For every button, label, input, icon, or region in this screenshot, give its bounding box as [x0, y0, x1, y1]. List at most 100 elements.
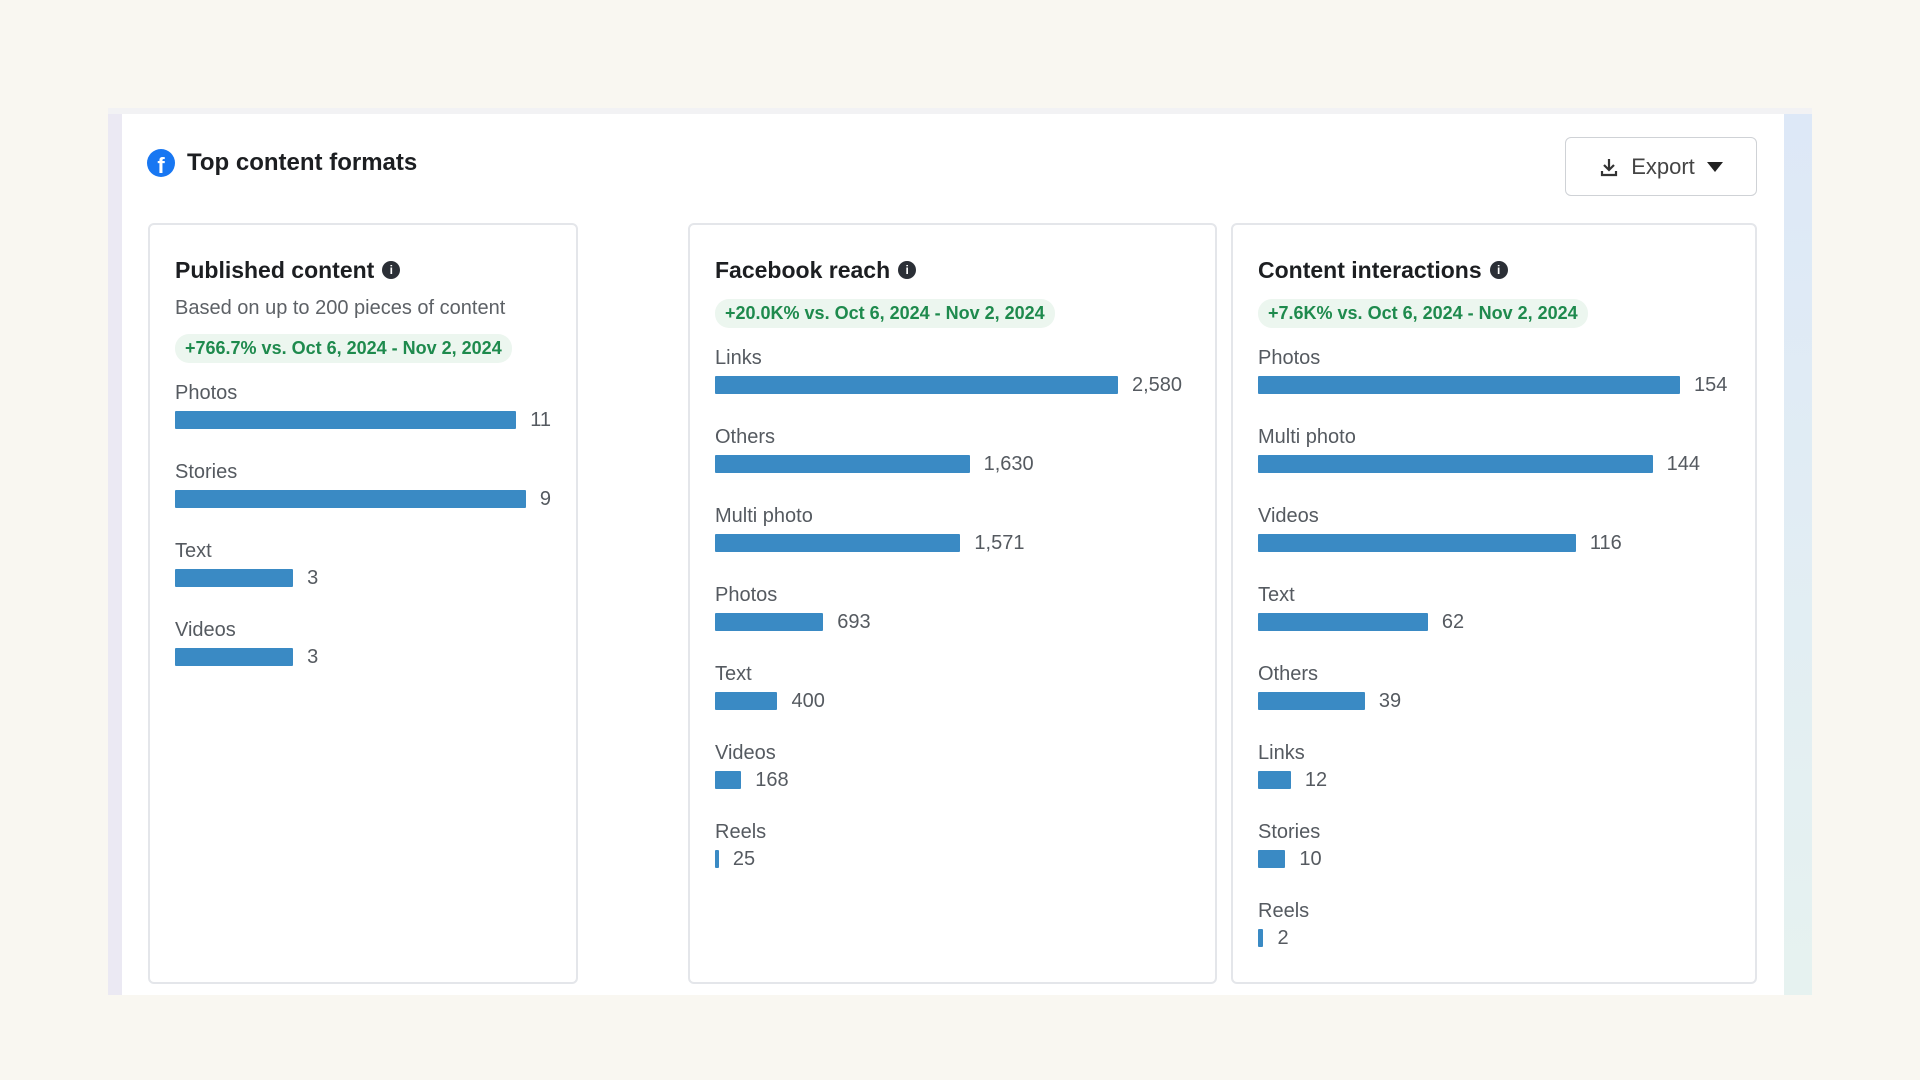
card-title: Facebook reach i [715, 255, 1190, 285]
bar[interactable] [715, 376, 1118, 394]
bar[interactable] [1258, 692, 1365, 710]
bar-label: Stories [1258, 821, 1321, 843]
bar-value: 168 [755, 768, 789, 791]
bar-line: 168 [715, 769, 1190, 791]
bar[interactable] [1258, 376, 1680, 394]
bar-label: Videos [715, 742, 776, 764]
bar-row: Photos 693 [715, 579, 1190, 658]
top-content-formats-panel: f Top content formats Export Published c… [108, 108, 1812, 995]
bar-list: Links 2,580 Others 1,630 Multi photo 1,571… [715, 342, 1190, 895]
bar[interactable] [715, 613, 824, 631]
bar-value: 39 [1378, 689, 1402, 712]
left-edge-strip [108, 114, 122, 995]
bar-line: 62 [1258, 611, 1730, 633]
bar-row: Others 1,630 [715, 421, 1190, 500]
bar-line: 116 [1258, 532, 1730, 554]
bar[interactable] [175, 569, 294, 587]
card-title-text: Published content [175, 256, 375, 283]
bar-label: Links [1258, 742, 1305, 764]
bar-label: Text [1258, 584, 1295, 606]
bar[interactable] [1258, 534, 1576, 552]
bar-line: 400 [715, 690, 1190, 712]
bar-value: 12 [1304, 768, 1328, 791]
right-edge-strip [1784, 114, 1812, 995]
panel-header: f Top content formats [147, 149, 417, 177]
card-title: Content interactions i [1258, 255, 1730, 285]
bar-value: 2 [1277, 926, 1289, 949]
bar[interactable] [1258, 850, 1286, 868]
bar-value: 693 [837, 610, 871, 633]
bar[interactable] [1258, 613, 1428, 631]
bar-line: 3 [175, 646, 551, 668]
bar-label: Others [1258, 663, 1319, 685]
bar-line: 2,580 [715, 374, 1190, 396]
content-interactions-card: Content interactions i +7.6K% vs. Oct 6, … [1231, 223, 1757, 984]
info-icon[interactable]: i [898, 261, 917, 279]
bar[interactable] [1258, 771, 1291, 789]
facebook-reach-card: Facebook reach i +20.0K% vs. Oct 6, 2024 … [688, 223, 1217, 984]
comparison-badge: +20.0K% vs. Oct 6, 2024 - Nov 2, 2024 [715, 299, 1055, 328]
bar-label: Reels [1258, 900, 1310, 922]
bar[interactable] [175, 648, 294, 666]
bar-row: Stories 10 [1258, 816, 1730, 895]
card-title-text: Facebook reach [715, 256, 891, 283]
bar-value: 116 [1589, 531, 1622, 554]
bar-row: Videos 3 [175, 614, 551, 693]
bar-row: Links 2,580 [715, 342, 1190, 421]
export-label: Export [1631, 153, 1695, 179]
card-subtitle: Based on up to 200 pieces of content [175, 297, 506, 319]
panel-title: Top content formats [187, 149, 418, 176]
bar-line: 3 [175, 567, 551, 589]
bar-value: 144 [1666, 452, 1700, 475]
bar-line: 25 [715, 848, 1190, 870]
bar-row: Text 3 [175, 535, 551, 614]
bar-value: 3 [307, 566, 319, 589]
bar-line: 693 [715, 611, 1190, 633]
bar-label: Photos [1258, 347, 1321, 369]
bar-line: 2 [1258, 927, 1730, 949]
bar-row: Videos 116 [1258, 500, 1730, 579]
bar[interactable] [1258, 929, 1264, 947]
info-icon[interactable]: i [1489, 261, 1508, 279]
bar[interactable] [715, 850, 719, 868]
bar-value: 1,571 [974, 531, 1025, 554]
bar[interactable] [715, 534, 961, 552]
facebook-icon: f [147, 149, 175, 177]
bar-line: 10 [1258, 848, 1730, 870]
bar[interactable] [715, 455, 970, 473]
bar[interactable] [175, 490, 526, 508]
bar-row: Videos 168 [715, 737, 1190, 816]
bar-value: 154 [1694, 373, 1728, 396]
bar-line: 1,630 [715, 453, 1190, 475]
comparison-badge: +7.6K% vs. Oct 6, 2024 - Nov 2, 2024 [1258, 299, 1588, 328]
info-icon[interactable]: i [382, 261, 401, 279]
bar-value: 9 [539, 487, 551, 510]
bar-list: Photos 154 Multi photo 144 Videos 116 Text … [1258, 342, 1730, 974]
bar-value: 62 [1441, 610, 1465, 633]
bar-line: 1,571 [715, 532, 1190, 554]
download-icon [1601, 158, 1618, 176]
bar-label: Text [715, 663, 752, 685]
bar-row: Photos 154 [1258, 342, 1730, 421]
bar-line: 154 [1258, 374, 1730, 396]
export-button[interactable]: Export [1565, 137, 1757, 196]
bar-list: Photos 11 Stories 9 Text 3 Videos 3 [175, 377, 551, 693]
bar-value: 3 [307, 645, 319, 668]
bar-value: 1,630 [983, 452, 1034, 475]
bar-row: Text 400 [715, 658, 1190, 737]
bar[interactable] [175, 411, 517, 429]
bar-line: 39 [1258, 690, 1730, 712]
card-title: Published content i [175, 255, 551, 285]
bar[interactable] [1258, 455, 1653, 473]
caret-down-icon [1706, 161, 1723, 172]
bar-value: 11 [530, 408, 551, 431]
bar[interactable] [715, 692, 778, 710]
bar[interactable] [715, 771, 742, 789]
bar-label: Multi photo [715, 505, 813, 527]
bar-line: 9 [175, 488, 551, 510]
bar-row: Text 62 [1258, 579, 1730, 658]
bar-label: Text [175, 540, 212, 562]
card-title-text: Content interactions [1258, 256, 1482, 283]
bar-label: Photos [715, 584, 778, 606]
bar-value: 25 [732, 847, 756, 870]
